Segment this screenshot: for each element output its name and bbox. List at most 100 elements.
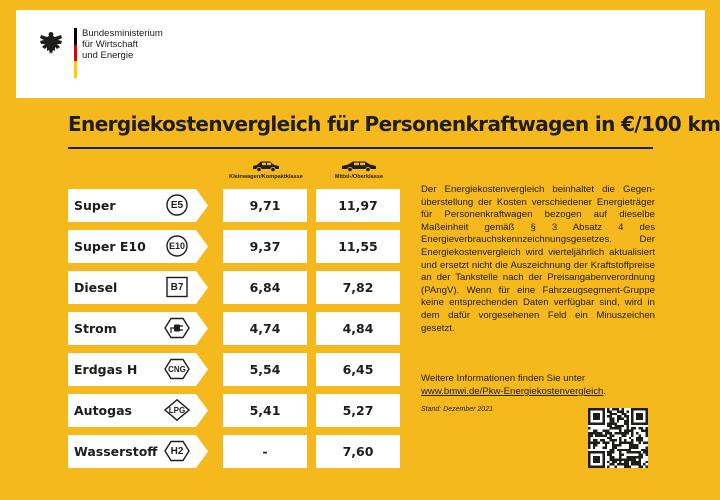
qr-module: [619, 453, 622, 456]
qr-module: [602, 446, 605, 449]
qr-module: [592, 432, 596, 435]
fuel-badge-electric: [164, 317, 190, 339]
link-suffix: .: [603, 386, 607, 397]
hexagon-badge-icon: [164, 358, 190, 380]
qr-module: [604, 444, 608, 447]
qr-module: [614, 424, 617, 428]
qr-module: [638, 458, 641, 461]
table-row: Diesel B7 6,84 7,82: [68, 271, 448, 304]
price-compact: 6,84: [223, 271, 307, 304]
qr-module: [612, 444, 615, 447]
ministry-header: Bundesministerium für Wirtschaft und Ene…: [16, 10, 705, 98]
qr-module: [592, 456, 600, 464]
qr-module: [631, 463, 634, 466]
more-info-text: Weitere Informationen finden Sie unter: [421, 373, 586, 384]
qr-module: [607, 408, 610, 411]
qr-module: [616, 424, 620, 428]
qr-module: [626, 451, 629, 454]
fuel-name: Super: [74, 198, 116, 213]
column-header-compact: Kleinwagen/Kompaktklasse: [221, 160, 311, 180]
qr-module: [609, 456, 612, 459]
qr-module: [624, 448, 627, 452]
page-title: Energiekostenvergleich für Personenkraft…: [68, 112, 720, 136]
qr-module: [614, 465, 617, 468]
qr-module: [616, 415, 620, 418]
fuel-badge-h2: H2: [164, 440, 190, 462]
qr-module: [597, 432, 600, 435]
qr-module: [633, 444, 636, 447]
qr-module: [619, 448, 622, 452]
column-label: Mittel-/Oberklasse: [334, 174, 384, 180]
qr-module: [609, 436, 612, 440]
qr-module: [590, 434, 593, 437]
qr-module: [638, 427, 641, 430]
qr-module: [602, 434, 605, 437]
qr-module: [612, 408, 615, 411]
flag-black-stripe: [74, 28, 77, 45]
qr-module: [609, 439, 612, 442]
qr-module: [626, 460, 629, 464]
qr-module: [628, 448, 632, 452]
qr-module: [624, 463, 627, 466]
qr-module: [607, 422, 610, 425]
fuel-type-cell: Diesel B7: [68, 271, 208, 304]
price-compact: -: [223, 435, 307, 468]
qr-module: [614, 458, 617, 461]
qr-module: [628, 458, 632, 461]
qr-module: [636, 446, 639, 449]
qr-module: [624, 439, 627, 442]
circle-badge-icon: [166, 235, 188, 257]
ministry-line: Bundesministerium: [82, 28, 163, 39]
qr-module: [592, 439, 596, 442]
fuel-type-cell: Wasserstoff H2: [68, 435, 208, 468]
qr-module: [609, 458, 612, 461]
qr-module: [616, 463, 620, 466]
qr-module: [633, 458, 636, 461]
qr-module: [612, 456, 615, 459]
qr-module: [595, 439, 598, 442]
qr-module: [614, 427, 617, 430]
qr-module: [607, 424, 610, 428]
qr-module: [616, 432, 620, 435]
badge-label: LPG: [168, 405, 186, 415]
qr-module: [607, 432, 610, 435]
qr-module: [624, 441, 627, 444]
info-link[interactable]: www.bmwi.de/Pkw-Energiekostenvergleich: [421, 386, 604, 397]
qr-module: [636, 444, 639, 447]
qr-module: [621, 410, 624, 413]
qr-module: [631, 434, 634, 437]
qr-module: [612, 412, 615, 416]
qr-module: [628, 465, 632, 468]
qr-module: [590, 432, 593, 435]
qr-module: [619, 429, 622, 432]
qr-module: [638, 436, 641, 440]
qr-module: [636, 439, 639, 442]
qr-module: [592, 412, 600, 420]
qr-module: [638, 441, 641, 444]
qr-module: [609, 412, 612, 416]
qr-module: [638, 460, 641, 464]
qr-module: [604, 429, 608, 432]
circle-badge-icon: [166, 194, 188, 216]
fuel-name: Erdgas H: [74, 362, 138, 377]
qr-module: [636, 451, 639, 454]
qr-module: [631, 429, 634, 432]
table-row: Super E5 9,71 11,97: [68, 189, 448, 222]
badge-label: E5: [170, 199, 184, 211]
qr-module: [621, 432, 624, 435]
qr-module: [645, 453, 648, 456]
qr-module: [600, 439, 603, 442]
qr-module: [628, 456, 632, 459]
qr-module: [626, 420, 629, 423]
qr-module: [626, 422, 629, 425]
qr-module: [638, 451, 641, 454]
column-header-midsize: Mittel-/Oberklasse: [314, 160, 404, 180]
qr-module: [645, 448, 648, 452]
qr-module: [628, 429, 632, 432]
qr-module: [631, 446, 634, 449]
qr-module: [609, 448, 612, 452]
qr-module: [645, 441, 648, 444]
qr-code-icon[interactable]: [588, 408, 648, 468]
qr-module: [604, 434, 608, 437]
qr-module: [616, 444, 620, 447]
